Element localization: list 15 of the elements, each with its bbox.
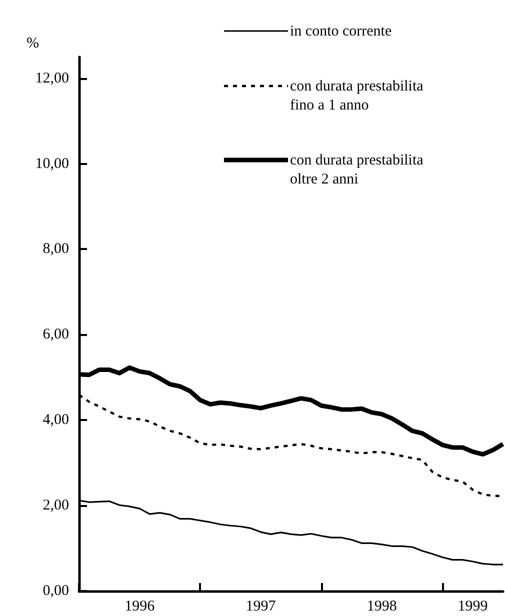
y-tick-label: 12,00 [35,70,69,86]
x-tick-label: 1997 [246,598,276,614]
y-tick-label: 2,00 [42,498,69,514]
legend-label: con durata prestabilita oltre 2 anni [290,152,428,188]
y-axis-title: % [26,36,39,52]
legend-label: con durata prestabilita fino a 1 anno [290,78,428,114]
y-tick-label: 8,00 [42,241,69,258]
x-tick-label: 1996 [124,598,156,614]
y-tick-label: 0,00 [42,583,69,599]
x-tick-label: 1998 [366,598,397,614]
legend-label: in conto corrente [290,24,392,40]
y-tick-label: 6,00 [42,326,69,343]
x-tick-label: 1999 [458,598,488,614]
y-tick-label: 4,00 [42,412,69,428]
y-tick-label: 10,00 [35,156,69,172]
